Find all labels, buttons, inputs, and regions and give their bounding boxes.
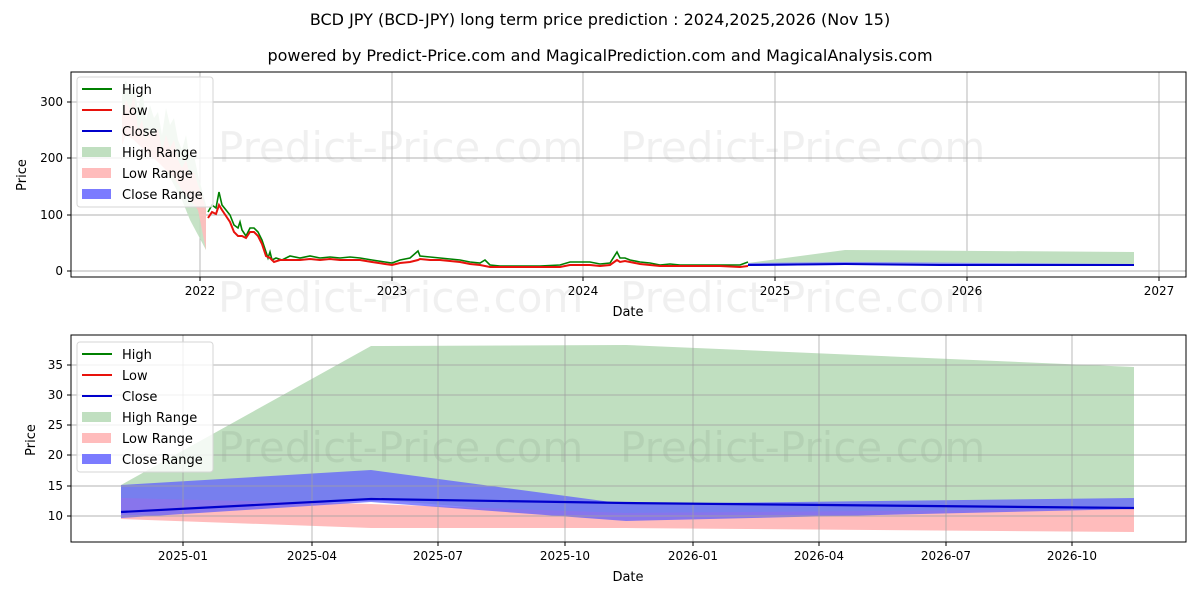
watermark: Predict-Price.com (218, 423, 583, 472)
legend-high: High (122, 83, 152, 98)
x-tick-label: 2025-04 (287, 549, 337, 563)
high-line (207, 191, 749, 267)
top-legend: High Low Close High Range Low Range Clos… (76, 76, 214, 208)
top-chart: Predict-Price.com Predict-Price.com Pred… (15, 71, 1187, 322)
y-tick-label: 10 (48, 509, 63, 523)
low-line (207, 202, 749, 269)
watermark: Predict-Price.com (218, 123, 583, 172)
legend-high: High (122, 348, 152, 363)
y-tick-label: 200 (40, 151, 63, 165)
legend-low: Low (122, 104, 148, 119)
x-tick-label: 2025 (760, 284, 791, 298)
close-line (120, 497, 1135, 514)
legend-close-range-swatch (82, 454, 111, 464)
bottom-axes-frame (70, 334, 1187, 543)
x-tick-label: 2026 (952, 284, 983, 298)
legend-low-range-swatch (82, 433, 111, 443)
chart-title: BCD JPY (BCD-JPY) long term price predic… (309, 10, 891, 29)
x-tick-label: 2026-07 (921, 549, 971, 563)
x-tick-label: 2025-07 (413, 549, 463, 563)
legend-close-range-swatch (82, 189, 111, 199)
y-tick-label: 25 (48, 418, 63, 432)
legend-low-range-swatch (82, 168, 111, 178)
x-tick-label: 2024 (568, 284, 599, 298)
x-tick-label: 2025-10 (540, 549, 590, 563)
y-tick-label: 35 (48, 358, 63, 372)
y-tick-label: 300 (40, 95, 63, 109)
bottom-y-ticks: 35 30 25 20 15 10 (48, 358, 71, 523)
watermark: Predict-Price.com (620, 273, 985, 322)
top-y-ticks: 300 200 100 0 (40, 95, 71, 278)
legend-high-range-swatch (82, 147, 111, 157)
y-tick-label: 100 (40, 208, 63, 222)
watermark: Predict-Price.com (218, 273, 583, 322)
x-tick-label: 2025-01 (158, 549, 208, 563)
x-axis-label: Date (612, 570, 643, 585)
high-range-area-prediction (748, 250, 1134, 266)
y-axis-label: Price (24, 424, 39, 456)
x-tick-label: 2023 (377, 284, 408, 298)
bottom-chart: Predict-Price.com Predict-Price.com (24, 334, 1187, 585)
x-tick-label: 2026-04 (794, 549, 844, 563)
y-tick-label: 0 (55, 264, 63, 278)
legend-close-range: Close Range (122, 453, 203, 468)
legend-close: Close (122, 125, 157, 140)
bottom-legend: High Low Close High Range Low Range Clos… (76, 341, 214, 473)
legend-low: Low (122, 369, 148, 384)
close-range-area (121, 470, 1134, 521)
chart-subtitle: powered by Predict-Price.com and Magical… (267, 46, 933, 65)
y-tick-label: 20 (48, 448, 63, 462)
top-grid (71, 72, 1186, 277)
x-tick-label: 2026-10 (1047, 549, 1097, 563)
legend-high-range: High Range (122, 411, 197, 426)
legend-low-range: Low Range (122, 167, 193, 182)
y-axis-label: Price (15, 159, 30, 191)
legend-high-range: High Range (122, 146, 197, 161)
watermark: Predict-Price.com (620, 123, 985, 172)
x-tick-label: 2026-01 (668, 549, 718, 563)
close-line-prediction (747, 262, 1134, 266)
watermark: Predict-Price.com (620, 423, 985, 472)
x-axis-label: Date (612, 305, 643, 320)
y-tick-label: 30 (48, 388, 63, 402)
bottom-x-ticks: 2025-01 2025-04 2025-07 2025-10 2026-01 … (158, 542, 1097, 563)
legend-close-range: Close Range (122, 188, 203, 203)
top-x-ticks: 2022 2023 2024 2025 2026 2027 (185, 277, 1175, 298)
x-tick-label: 2027 (1144, 284, 1175, 298)
top-axes-frame (70, 71, 1187, 278)
legend-high-range-swatch (82, 412, 111, 422)
legend-close: Close (122, 390, 157, 405)
y-tick-label: 15 (48, 479, 63, 493)
x-tick-label: 2022 (185, 284, 216, 298)
legend-low-range: Low Range (122, 432, 193, 447)
